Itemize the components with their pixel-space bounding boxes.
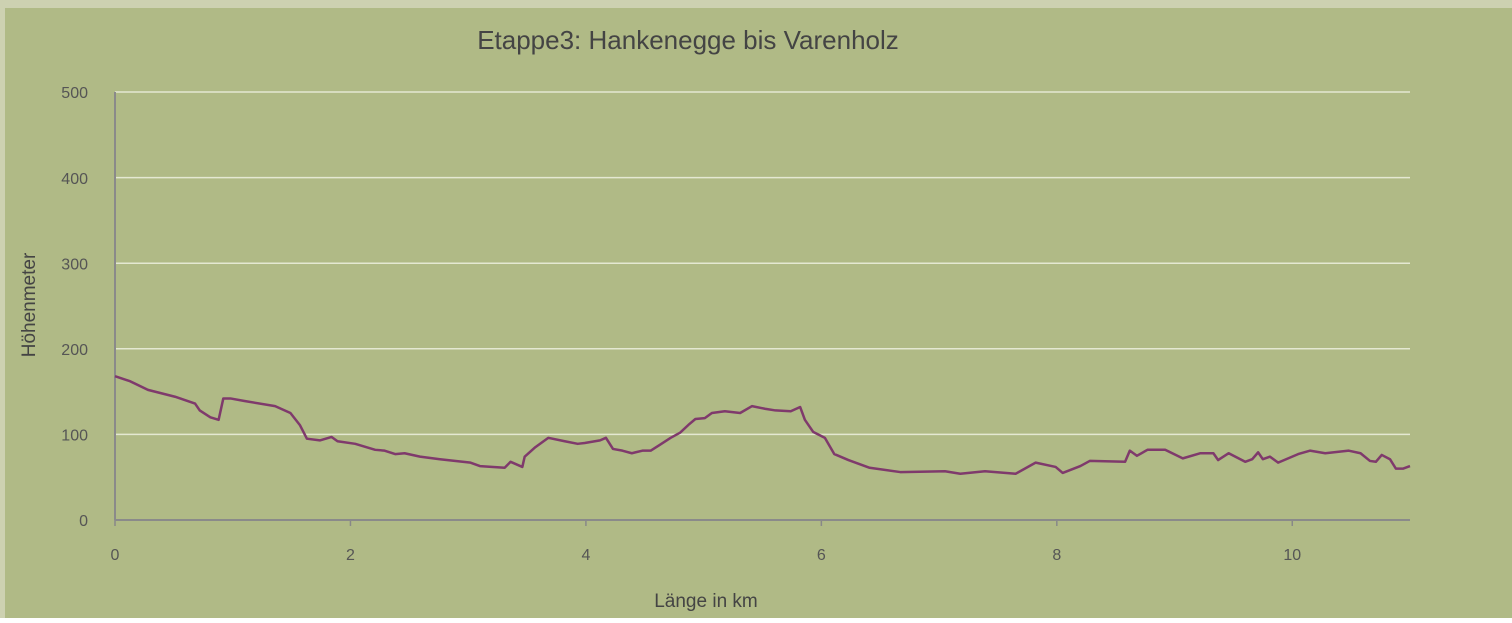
y-tick-label: 100 — [61, 428, 88, 445]
y-tick-label: 300 — [61, 256, 88, 273]
x-tick-label: 6 — [817, 547, 826, 564]
y-axis-label: Höhenmeter — [19, 252, 40, 357]
x-tick-label: 8 — [1052, 547, 1061, 564]
y-tick-label: 500 — [61, 85, 88, 102]
x-tick-label: 2 — [346, 547, 355, 564]
y-tick-label: 400 — [61, 171, 88, 188]
y-tick-label: 200 — [61, 342, 88, 359]
chart-title: Etappe3: Hankenegge bis Varenholz — [477, 25, 899, 55]
x-axis-label: Länge in km — [654, 591, 758, 612]
x-tick-label: 0 — [111, 547, 120, 564]
chart-background — [5, 8, 1512, 618]
y-tick-label: 0 — [79, 513, 88, 530]
elevation-line — [114, 375, 1411, 476]
x-tick-label: 4 — [581, 547, 590, 564]
x-tick-label: 10 — [1283, 547, 1301, 564]
